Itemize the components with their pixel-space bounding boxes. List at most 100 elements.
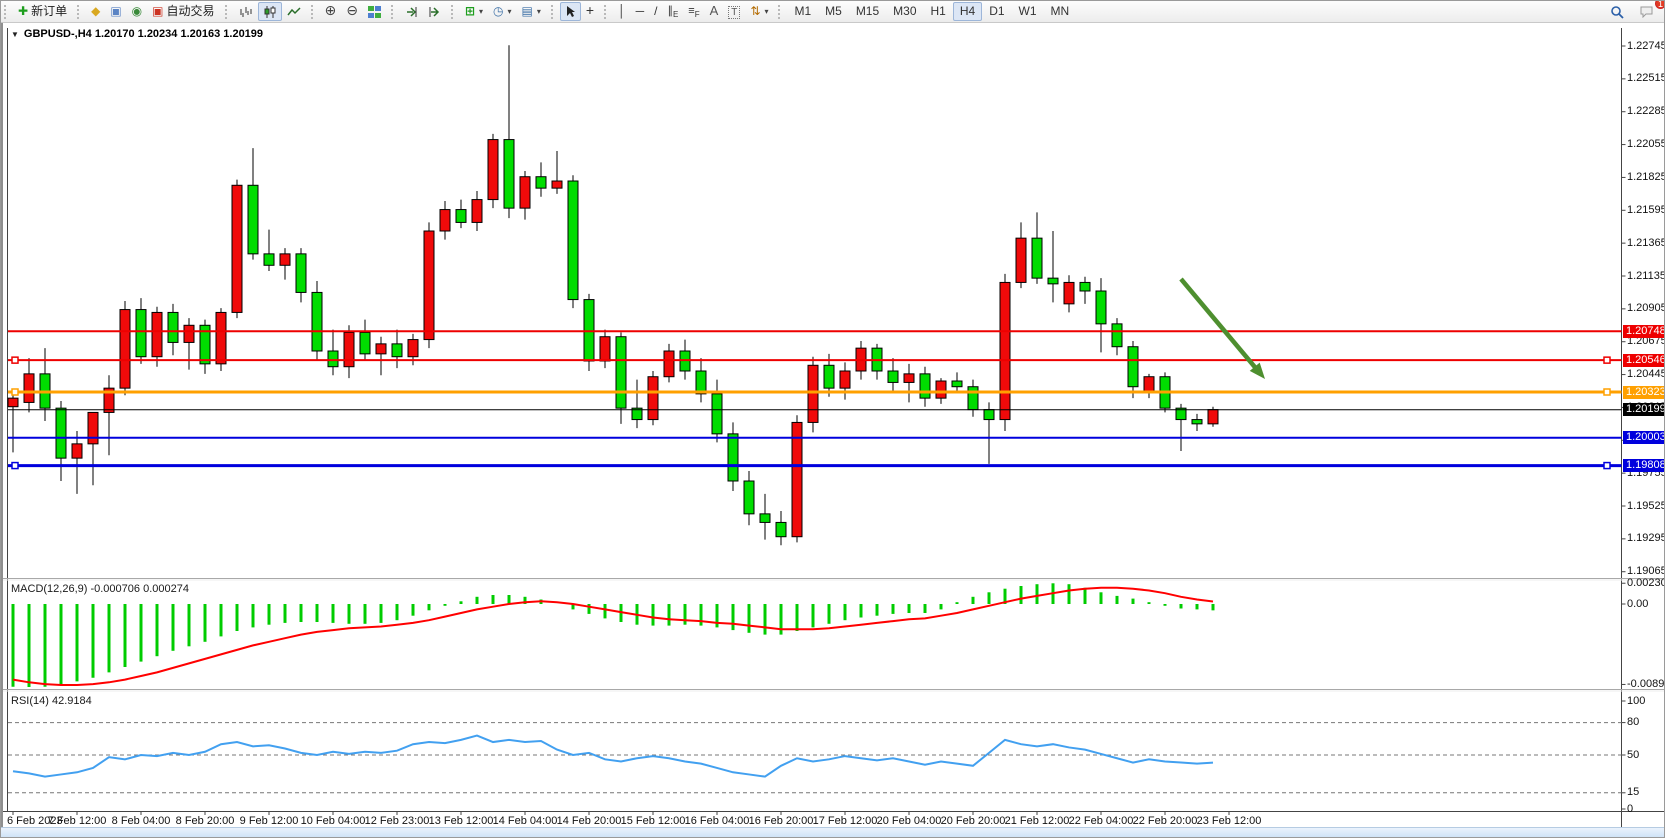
candle-body[interactable] <box>967 386 979 411</box>
candle-body[interactable] <box>503 139 515 209</box>
candle-body[interactable] <box>391 343 403 358</box>
candle-body[interactable] <box>519 176 531 209</box>
candle-body[interactable] <box>327 350 339 368</box>
chart-shift-button[interactable] <box>423 2 446 21</box>
candle-body[interactable] <box>1063 281 1075 305</box>
candle-body[interactable] <box>599 336 611 362</box>
candle-body[interactable] <box>263 253 275 266</box>
chart-canvas[interactable] <box>3 23 1665 838</box>
candle-body[interactable] <box>103 387 115 413</box>
candle-body[interactable] <box>343 331 355 368</box>
notifications-button[interactable]: 1 <box>1635 1 1664 21</box>
candle-body[interactable] <box>215 311 227 365</box>
candle-body[interactable] <box>775 521 787 538</box>
candle-body[interactable] <box>151 311 163 358</box>
tf-m15-button[interactable]: M15 <box>849 2 886 21</box>
candle-body[interactable] <box>279 253 291 266</box>
support-line-2-anchor[interactable] <box>1603 461 1611 470</box>
candle-body[interactable] <box>951 380 963 388</box>
resistance-line-2-anchor[interactable] <box>11 356 19 364</box>
candle-body[interactable] <box>455 209 467 223</box>
candles-layer[interactable] <box>7 45 1219 546</box>
line-chart-button[interactable] <box>282 2 306 21</box>
support-line-2-anchor[interactable] <box>11 461 19 470</box>
candle-body[interactable] <box>487 139 499 201</box>
auto-scroll-button[interactable] <box>400 2 423 21</box>
candle-body[interactable] <box>311 291 323 352</box>
signals-button[interactable]: ◉ <box>127 2 147 21</box>
candle-body[interactable] <box>807 364 819 423</box>
candle-body[interactable] <box>439 209 451 232</box>
text-button[interactable]: A <box>705 2 724 21</box>
tf-mn-button[interactable]: MN <box>1044 2 1077 21</box>
depth-of-market-button[interactable]: ◆ <box>86 2 105 21</box>
candle-body[interactable] <box>647 376 659 421</box>
candle-body[interactable] <box>231 184 243 313</box>
candle-body[interactable] <box>1207 409 1219 425</box>
label-button[interactable]: T <box>723 2 745 21</box>
candle-body[interactable] <box>183 324 195 343</box>
candle-body[interactable] <box>407 339 419 358</box>
candle-body[interactable] <box>935 380 947 399</box>
candle-body[interactable] <box>1175 407 1187 421</box>
candle-body[interactable] <box>999 281 1011 421</box>
candle-body[interactable] <box>1191 419 1203 425</box>
candle-body[interactable] <box>839 370 851 389</box>
indicators-button[interactable]: ⊞ ▾ <box>460 2 488 21</box>
zoom-out-button[interactable]: ⊖ <box>341 2 363 21</box>
hline-button[interactable]: ─ <box>631 2 650 21</box>
zoom-in-button[interactable]: ⊕ <box>320 2 342 21</box>
candle-body[interactable] <box>919 373 931 399</box>
candle-body[interactable] <box>87 411 99 445</box>
auto-trading-button[interactable]: ▣ 自动交易 <box>147 2 219 21</box>
candle-body[interactable] <box>71 443 83 459</box>
candle-body[interactable] <box>983 409 995 421</box>
candle-body[interactable] <box>119 309 131 389</box>
candle-body[interactable] <box>1031 237 1043 279</box>
candle-body[interactable] <box>199 324 211 365</box>
candle-body[interactable] <box>759 513 771 523</box>
tf-m5-button[interactable]: M5 <box>818 2 849 21</box>
cursor-button[interactable] <box>559 2 581 21</box>
tf-w1-button[interactable]: W1 <box>1012 2 1044 21</box>
candle-body[interactable] <box>359 331 371 355</box>
candle-body[interactable] <box>295 253 307 293</box>
tf-d1-button[interactable]: D1 <box>982 2 1011 21</box>
candle-body[interactable] <box>903 373 915 383</box>
candle-body[interactable] <box>1015 237 1027 283</box>
arrow-annotation[interactable] <box>1179 277 1265 379</box>
symbol-dropdown-icon[interactable]: ▼ <box>11 29 19 39</box>
candle-body[interactable] <box>23 373 35 403</box>
bar-chart-button[interactable] <box>234 2 258 21</box>
vline-button[interactable]: │ <box>613 2 631 21</box>
search-button[interactable] <box>1605 2 1629 21</box>
candle-body[interactable] <box>743 480 755 515</box>
candle-body[interactable] <box>1111 323 1123 348</box>
tf-m30-button[interactable]: M30 <box>886 2 923 21</box>
templates-button[interactable]: ▤ ▾ <box>517 2 546 21</box>
candle-body[interactable] <box>423 230 435 341</box>
new-order-button[interactable]: ✚ 新订单 <box>13 2 72 21</box>
candle-body[interactable] <box>823 364 835 389</box>
candle-body[interactable] <box>7 397 19 408</box>
pivot-line-anchor[interactable] <box>11 388 19 396</box>
candle-body[interactable] <box>695 370 707 395</box>
candle-body[interactable] <box>375 343 387 355</box>
candle-body[interactable] <box>1143 376 1155 392</box>
candle-body[interactable] <box>631 407 643 421</box>
crosshair-button[interactable]: + <box>581 2 599 21</box>
fibonacci-button[interactable]: ≡F <box>683 2 704 21</box>
candle-body[interactable] <box>1047 277 1059 285</box>
tf-m1-button[interactable]: M1 <box>787 2 818 21</box>
pivot-line-anchor[interactable] <box>1603 388 1611 396</box>
candle-body[interactable] <box>615 336 627 409</box>
candle-body[interactable] <box>567 180 579 301</box>
candle-body[interactable] <box>1095 290 1107 325</box>
candle-body[interactable] <box>1127 346 1139 388</box>
trendline-button[interactable]: / <box>649 2 662 21</box>
candle-body[interactable] <box>663 350 675 378</box>
candle-body[interactable] <box>727 433 739 482</box>
candle-body[interactable] <box>55 407 67 459</box>
candle-body[interactable] <box>711 393 723 435</box>
periods-button[interactable]: ◷ ▾ <box>488 2 517 21</box>
